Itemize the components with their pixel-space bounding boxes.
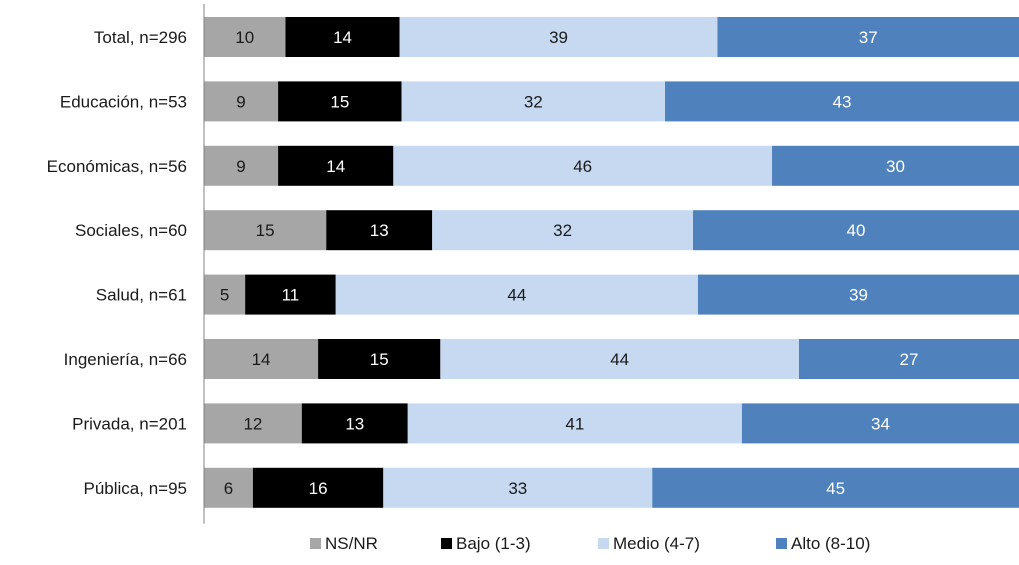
bar-segment	[204, 17, 286, 57]
category-label: Pública, n=95	[84, 479, 188, 498]
bar-segment	[717, 17, 1019, 57]
category-label: Económicas, n=56	[47, 157, 187, 176]
bar-segment	[652, 467, 1019, 508]
data-label: 44	[507, 286, 526, 305]
bar-segment	[204, 81, 279, 122]
legend-label: Alto (8-10)	[791, 534, 870, 553]
data-label: 12	[243, 414, 262, 433]
data-label: 40	[847, 221, 866, 240]
data-label: 9	[236, 157, 245, 176]
data-label: 16	[309, 479, 328, 498]
legend-swatch	[776, 538, 787, 549]
bar-segment	[432, 210, 693, 251]
legend: NS/NR Bajo (1-3) Medio (4-7) Alto (8-10)	[310, 534, 870, 553]
data-label: 15	[330, 92, 349, 111]
bar-segment	[693, 210, 1019, 251]
legend-swatch	[441, 538, 452, 549]
data-label: 43	[833, 92, 852, 111]
data-label: 30	[886, 157, 905, 176]
bar-segment	[252, 467, 384, 508]
bar-segment	[326, 210, 433, 251]
bar-segment	[204, 339, 319, 379]
data-label: 37	[859, 28, 878, 47]
legend-swatch	[310, 538, 321, 549]
bar-segment	[318, 339, 441, 379]
data-label: 10	[235, 28, 254, 47]
data-label: 14	[252, 350, 271, 369]
data-label: 15	[370, 350, 389, 369]
data-label: 6	[224, 479, 233, 498]
category-label: Privada, n=201	[72, 414, 187, 433]
bar-segment	[204, 467, 253, 508]
bar-segment	[204, 145, 279, 186]
data-label: 32	[524, 92, 543, 111]
data-label: 13	[345, 414, 364, 433]
data-label: 45	[826, 479, 845, 498]
category-labels: Total, n=296 Educación, n=53 Económicas, n…	[47, 28, 187, 498]
bars-layer: 10 14 39 37 9 15 32 43 9 14 46 30 15 13 32 40 5 11 44 39 14 1…	[204, 17, 1019, 508]
category-label: Educación, n=53	[60, 92, 187, 111]
bar-segment	[383, 467, 653, 508]
bar-segment	[278, 145, 394, 186]
category-label: Salud, n=61	[96, 286, 187, 305]
data-label: 39	[549, 28, 568, 47]
legend-swatch	[598, 538, 609, 549]
bar-segment	[335, 274, 698, 315]
data-label: 13	[370, 221, 389, 240]
data-label: 11	[282, 286, 300, 305]
bar-segment	[407, 403, 742, 444]
data-label: 44	[610, 350, 629, 369]
data-label: 15	[256, 221, 275, 240]
data-label: 5	[220, 286, 229, 305]
data-label: 14	[333, 28, 352, 47]
bar-segment	[285, 17, 400, 57]
category-label: Total, n=296	[94, 28, 187, 47]
bar-segment	[741, 403, 1019, 444]
bar-segment	[665, 81, 1019, 122]
legend-label: Medio (4-7)	[613, 534, 700, 553]
bar-segment	[798, 339, 1019, 379]
data-label: 46	[573, 157, 592, 176]
data-label: 33	[508, 479, 527, 498]
bar-segment	[301, 403, 408, 444]
data-label: 9	[236, 92, 245, 111]
data-label: 32	[553, 221, 572, 240]
bar-segment	[697, 274, 1019, 315]
data-label: 14	[326, 157, 345, 176]
bar-segment	[278, 81, 402, 122]
bar-segment	[393, 145, 773, 186]
data-label: 34	[871, 414, 890, 433]
category-label: Sociales, n=60	[75, 221, 187, 240]
data-label: 39	[849, 286, 868, 305]
category-label: Ingeniería, n=66	[64, 350, 187, 369]
bar-segment	[245, 274, 336, 315]
bar-segment	[204, 274, 246, 315]
data-label: 27	[900, 350, 919, 369]
bar-segment	[399, 17, 718, 57]
data-label: 41	[565, 414, 584, 433]
bar-segment	[204, 403, 302, 444]
bar-segment	[401, 81, 666, 122]
legend-label: NS/NR	[325, 534, 378, 553]
legend-label: Bajo (1-3)	[456, 534, 531, 553]
bar-segment	[204, 210, 327, 251]
bar-segment	[772, 145, 1019, 186]
bar-segment	[440, 339, 799, 379]
